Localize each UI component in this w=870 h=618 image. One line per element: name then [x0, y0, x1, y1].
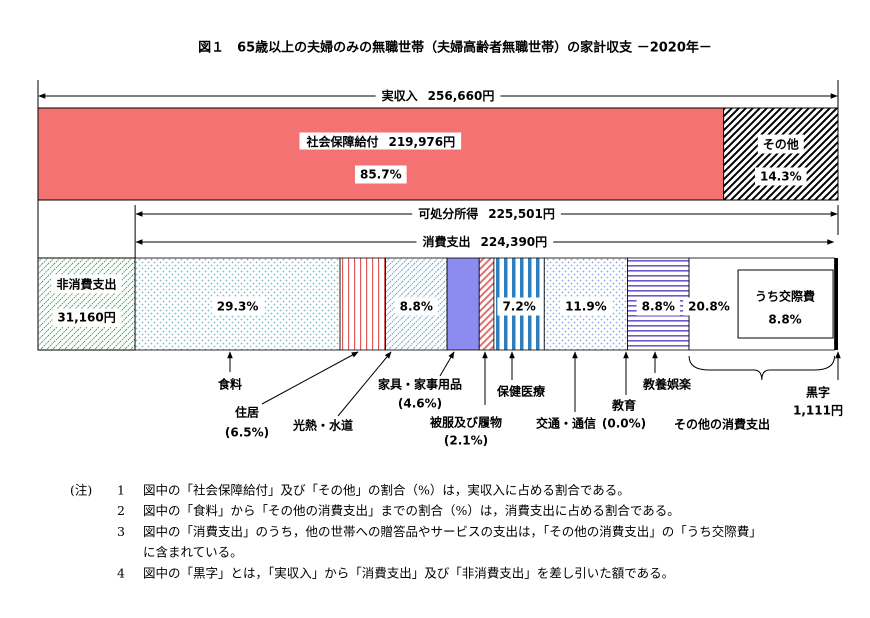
expense-segment — [478, 257, 495, 351]
note-number: 2 — [117, 503, 125, 518]
label: 黒字 — [806, 385, 830, 400]
note-number: 3 — [117, 524, 125, 539]
label: その他の消費支出 — [674, 417, 770, 432]
label: (2.1%) — [444, 434, 488, 448]
note-number: 4 — [117, 565, 125, 580]
label: 8.8% — [400, 300, 433, 314]
note-text: 図中の「社会保障給付」及び「その他」の割合（%）は，実収入に占める割合である。 — [143, 483, 630, 498]
brace — [688, 355, 836, 381]
label: 20.8% — [688, 300, 730, 314]
label: 11.9% — [565, 300, 607, 314]
label: (6.5%) — [225, 426, 269, 440]
label: 8.8% — [768, 313, 801, 327]
note-marker: (注) — [70, 483, 92, 498]
label-part: 社会保障給付 — [305, 134, 378, 149]
income-bar — [723, 107, 839, 201]
label: 7.2% — [502, 300, 535, 314]
leader — [337, 351, 392, 417]
income-bar — [37, 107, 725, 201]
label: 85.7% — [360, 168, 402, 182]
leader — [261, 351, 359, 405]
kousai-box — [737, 269, 834, 339]
label-part: 可処分所得 — [418, 206, 478, 221]
note-text: 図中の「消費支出」のうち，他の世帯への贈答品やサービスの支出は，「その他の消費支… — [143, 524, 762, 539]
note-text: 図中の「食料」から「その他の消費支出」までの割合（%）は，消費支出に占める割合で… — [143, 503, 680, 518]
note-number: 1 — [117, 483, 125, 498]
label: 光熱・水道 — [292, 418, 353, 433]
label: 8.8% — [642, 300, 675, 314]
label: 家具・家事用品 — [378, 377, 462, 392]
arrow-label: 実収入 256,660円 — [382, 88, 495, 103]
label: その他 — [763, 137, 799, 152]
label: 29.3% — [217, 300, 259, 314]
note-text: に含まれている。 — [143, 545, 243, 560]
label: (0.0%) — [602, 417, 646, 431]
surplus-bar — [834, 258, 839, 350]
label: 住居 — [235, 405, 259, 420]
label-part: 256,660円 — [428, 89, 495, 103]
arrow-label: 可処分所得 225,501円 — [418, 206, 555, 221]
label: 食料 — [217, 377, 242, 392]
expense-segment — [339, 257, 386, 351]
arrow-label: 社会保障給付 219,976円 — [305, 134, 455, 149]
non-consumption-bar — [37, 257, 136, 351]
label-part: 225,501円 — [488, 207, 555, 221]
expense-segment — [446, 257, 480, 351]
label: 交通・通信 — [536, 416, 596, 431]
leader — [439, 351, 455, 377]
arrow-label: 消費支出 224,390円 — [422, 234, 547, 249]
label: 教育 — [611, 398, 636, 413]
note-text: 図中の「黒字」とは，「実収入」から「消費支出」及び「非消費支出」を差し引いた額で… — [143, 565, 674, 580]
label: 保健医療 — [496, 384, 545, 399]
label-part: 224,390円 — [481, 235, 548, 249]
label-part: 実収入 — [382, 88, 418, 103]
label: 1,111円 — [793, 404, 843, 418]
label: 14.3% — [760, 170, 802, 184]
label: 被服及び履物 — [430, 415, 502, 430]
title: 図１ 65歳以上の夫婦のみの無職世帯（夫婦高齢者無職世帯）の家計収支 －2020… — [198, 40, 712, 56]
label: (4.6%) — [398, 397, 442, 411]
label-part: 219,976円 — [388, 135, 455, 149]
label: 非消費支出 — [57, 277, 117, 292]
label: うち交際費 — [755, 289, 815, 304]
label: 教養娯楽 — [642, 377, 692, 392]
label: 31,160円 — [57, 311, 115, 325]
label-part: 消費支出 — [422, 234, 470, 249]
